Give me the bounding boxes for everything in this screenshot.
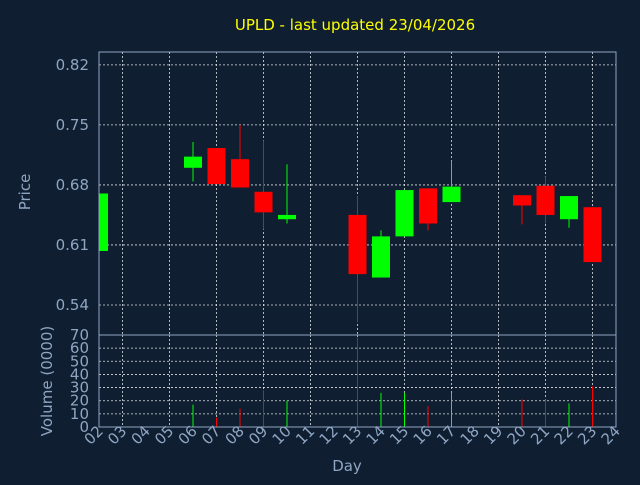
candle-body bbox=[254, 191, 273, 213]
x-tick-label: 05 bbox=[151, 422, 177, 448]
chart-marks bbox=[98, 124, 602, 427]
x-tick-label: 19 bbox=[480, 422, 506, 448]
candle-body bbox=[513, 195, 531, 206]
candle-body bbox=[231, 159, 249, 188]
x-tick-label: 03 bbox=[104, 422, 130, 448]
price-tick-label: 0.54 bbox=[56, 296, 89, 314]
candle-body bbox=[583, 207, 602, 263]
price-tick-label: 0.68 bbox=[56, 176, 89, 194]
x-tick-label: 17 bbox=[433, 422, 459, 448]
volume-tick-label: 40 bbox=[70, 365, 89, 383]
price-tick-label: 0.75 bbox=[56, 116, 89, 134]
x-tick-label: 24 bbox=[598, 422, 624, 448]
candle-body bbox=[372, 236, 390, 278]
candle-body bbox=[184, 156, 202, 168]
x-tick-label: 12 bbox=[316, 422, 342, 448]
x-tick-label: 21 bbox=[527, 422, 553, 448]
price-tick-label: 0.82 bbox=[56, 56, 89, 74]
volume-tick-label: 10 bbox=[70, 405, 89, 423]
x-tick-label: 10 bbox=[269, 422, 295, 448]
candle-body bbox=[560, 196, 578, 220]
chart-title: UPLD - last updated 23/04/2026 bbox=[235, 16, 475, 34]
candle-body bbox=[207, 148, 226, 185]
candle-body bbox=[419, 188, 437, 224]
x-tick-label: 14 bbox=[363, 422, 389, 448]
tick-labels: 0.540.610.680.750.8201020304050607002030… bbox=[56, 56, 624, 448]
volume-axis-label: Volume (0000) bbox=[38, 326, 56, 436]
volume-tick-label: 30 bbox=[70, 379, 89, 397]
candle-body bbox=[536, 185, 555, 215]
price-axis-label: Price bbox=[16, 174, 34, 211]
candle-body bbox=[442, 186, 461, 203]
x-tick-label: 23 bbox=[574, 422, 600, 448]
volume-tick-label: 20 bbox=[70, 392, 89, 410]
candle-body bbox=[348, 214, 367, 275]
x-tick-label: 22 bbox=[551, 422, 577, 448]
volume-tick-label: 70 bbox=[70, 326, 89, 344]
x-tick-label: 20 bbox=[504, 422, 530, 448]
candle-body bbox=[395, 190, 414, 237]
x-tick-label: 13 bbox=[339, 422, 365, 448]
x-tick-label: 09 bbox=[245, 422, 271, 448]
volume-tick-label: 0 bbox=[79, 418, 89, 436]
x-tick-label: 04 bbox=[128, 422, 154, 448]
x-tick-label: 07 bbox=[198, 422, 224, 448]
price-tick-label: 0.61 bbox=[56, 236, 89, 254]
candle-body bbox=[99, 193, 108, 251]
x-tick-label: 08 bbox=[222, 422, 248, 448]
candle-body bbox=[278, 214, 296, 220]
volume-panel-frame bbox=[98, 334, 617, 428]
x-tick-label: 06 bbox=[175, 422, 201, 448]
x-tick-label: 15 bbox=[386, 422, 412, 448]
x-tick-label: 16 bbox=[410, 422, 436, 448]
x-tick-label: 18 bbox=[457, 422, 483, 448]
x-axis-label: Day bbox=[332, 457, 362, 475]
volume-tick-label: 60 bbox=[70, 339, 89, 357]
x-tick-label: 11 bbox=[292, 422, 318, 448]
volume-tick-label: 50 bbox=[70, 352, 89, 370]
